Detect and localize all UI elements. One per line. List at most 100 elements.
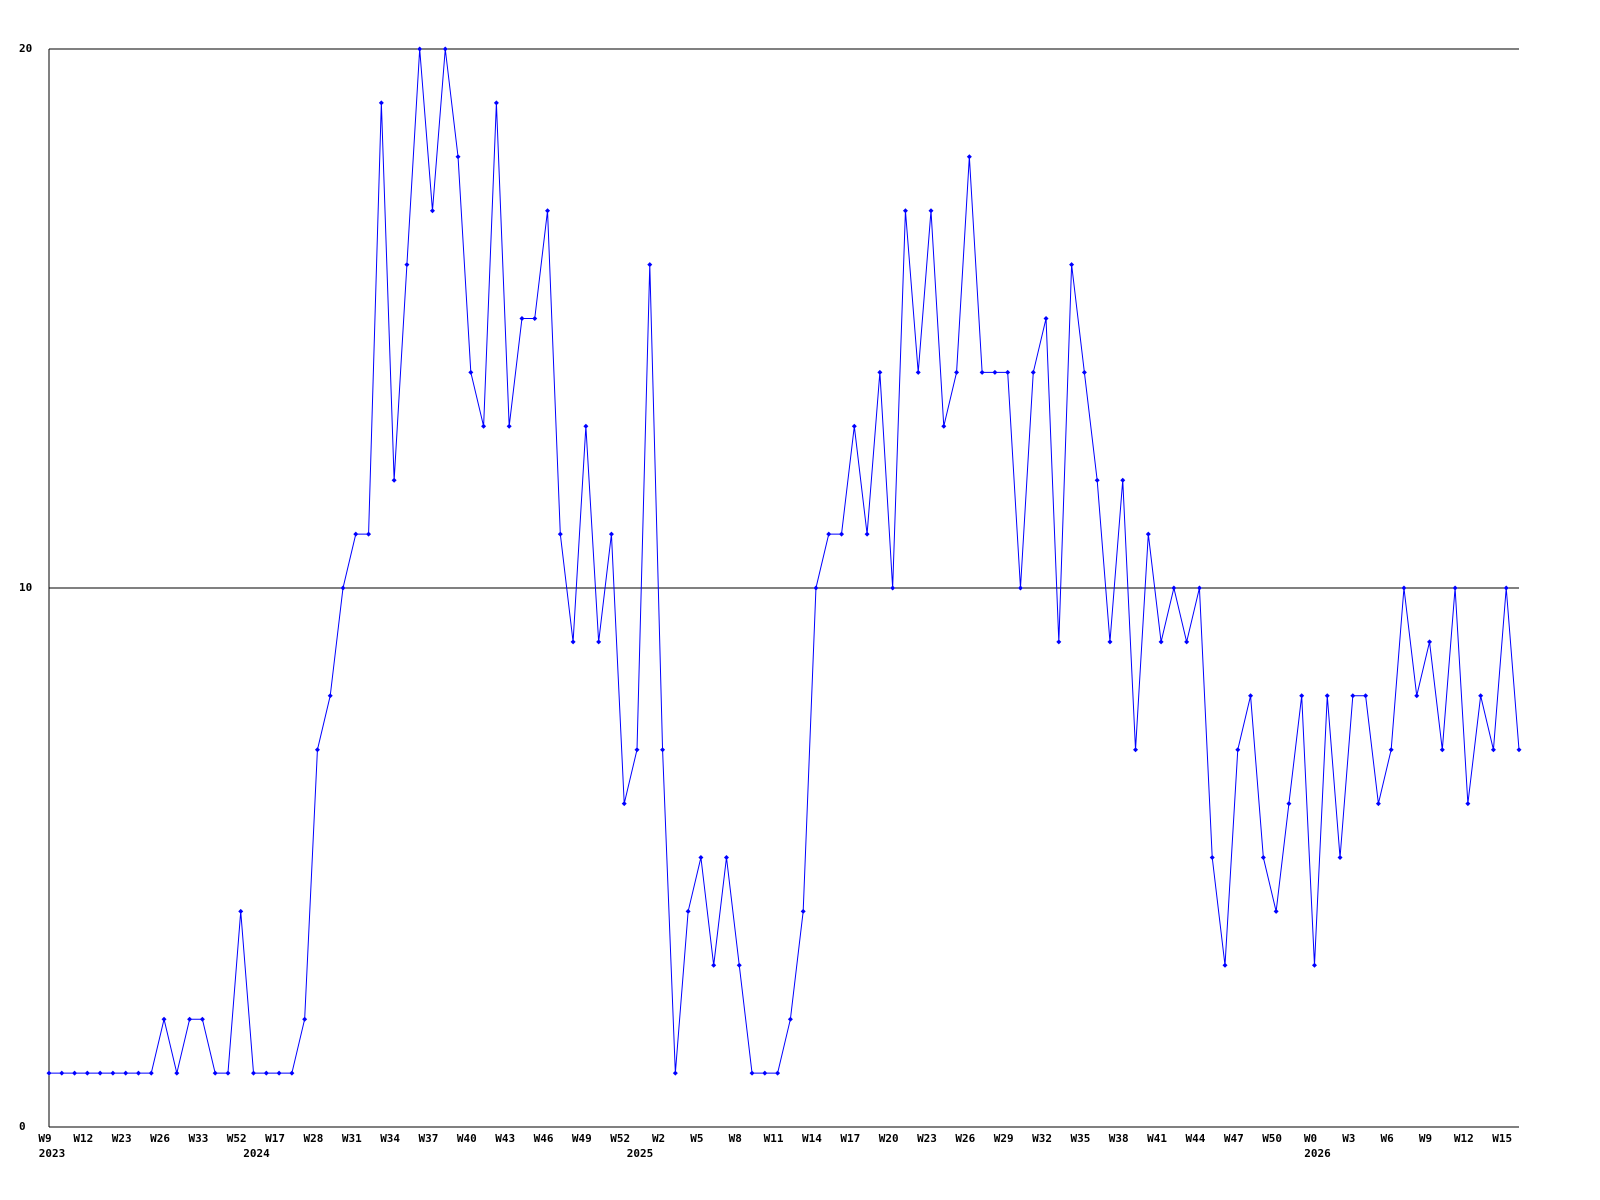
y-tick-label: 0 [19, 1120, 26, 1133]
data-point [1311, 962, 1317, 968]
data-point [1196, 585, 1202, 591]
x-tick-label: W8 [729, 1132, 742, 1145]
x-tick-label: W46 [534, 1132, 554, 1145]
data-point [276, 1070, 282, 1076]
x-tick-label: W33 [188, 1132, 208, 1145]
x-tick-label: W37 [419, 1132, 439, 1145]
data-point [749, 1070, 755, 1076]
data-line [49, 48, 1520, 1074]
data-point [1081, 369, 1087, 375]
x-tick-label: W0 [1304, 1132, 1317, 1145]
x-tick-label: W17 [265, 1132, 285, 1145]
data-point [1030, 369, 1036, 375]
data-point [1171, 585, 1177, 591]
data-point [212, 1070, 218, 1076]
data-point [404, 262, 410, 268]
x-tick-label: W15 [1492, 1132, 1512, 1145]
data-point [902, 208, 908, 214]
data-point [302, 1016, 308, 1022]
x-tick-label: W49 [572, 1132, 592, 1145]
x-tick-label: W34 [380, 1132, 400, 1145]
data-point [1145, 531, 1151, 537]
data-point [1363, 693, 1369, 699]
x-tick-label: W35 [1070, 1132, 1090, 1145]
x-tick-label: W29 [994, 1132, 1014, 1145]
x-tick-label: W9 [38, 1132, 51, 1145]
data-point [1286, 801, 1292, 807]
data-point [979, 369, 985, 375]
data-point [1478, 693, 1484, 699]
data-point [1427, 639, 1433, 645]
data-point [1260, 855, 1266, 860]
x-tick-label: W12 [1454, 1132, 1474, 1145]
data-point [378, 100, 384, 106]
data-point [506, 423, 512, 429]
data-point [596, 639, 602, 645]
data-point [877, 369, 883, 375]
data-point [723, 855, 729, 860]
x-tick-label: W44 [1185, 1132, 1205, 1145]
data-point [839, 531, 845, 537]
data-point [84, 1070, 90, 1076]
data-point [1375, 801, 1381, 807]
data-point [263, 1070, 269, 1076]
data-point [187, 1016, 193, 1022]
data-point [545, 208, 551, 214]
data-point [1094, 477, 1100, 483]
data-point [417, 46, 423, 52]
y-tick-label: 10 [19, 581, 32, 594]
x-tick-label: W23 [917, 1132, 937, 1145]
x-tick-label: W28 [303, 1132, 323, 1145]
data-point [1107, 639, 1113, 645]
data-point [647, 262, 653, 268]
x-tick-label: W43 [495, 1132, 515, 1145]
data-point [46, 1070, 52, 1076]
data-point [1388, 747, 1394, 753]
data-point [1337, 855, 1343, 860]
data-point [455, 154, 461, 160]
x-tick-label: W2 [652, 1132, 665, 1145]
x-tick-label: W31 [342, 1132, 362, 1145]
x-tick-label: W14 [802, 1132, 822, 1145]
data-point [851, 423, 857, 429]
data-point [59, 1070, 65, 1076]
data-point [928, 208, 934, 214]
x-tick-label: W47 [1224, 1132, 1244, 1145]
data-point [608, 531, 614, 537]
data-point [327, 693, 333, 699]
data-point [148, 1070, 154, 1076]
data-point [366, 531, 372, 537]
year-label: 2023 [39, 1147, 66, 1160]
data-point [174, 1070, 180, 1076]
x-tick-label: W23 [112, 1132, 132, 1145]
data-point [954, 369, 960, 375]
data-point [1056, 639, 1062, 645]
data-point [1069, 262, 1075, 268]
data-point [698, 855, 704, 860]
data-point [762, 1070, 768, 1076]
data-point [225, 1070, 231, 1076]
data-point [314, 747, 320, 753]
data-point [97, 1070, 103, 1076]
x-tick-label: W26 [150, 1132, 170, 1145]
data-point [1439, 747, 1445, 753]
data-point [519, 316, 525, 321]
data-point [1248, 693, 1254, 699]
x-tick-label: W6 [1381, 1132, 1395, 1145]
x-tick-label: W5 [690, 1132, 703, 1145]
data-point [1017, 585, 1023, 591]
year-label: 2024 [243, 1147, 270, 1160]
x-tick-label: W20 [879, 1132, 899, 1145]
data-point [775, 1070, 781, 1076]
data-point [621, 801, 627, 807]
data-point [135, 1070, 141, 1076]
data-point [1516, 747, 1522, 753]
data-point [1350, 693, 1356, 699]
data-point [1465, 801, 1471, 807]
data-point [826, 531, 832, 537]
x-tick-label: W17 [840, 1132, 860, 1145]
data-point [493, 100, 499, 106]
data-point [481, 423, 487, 429]
data-point [161, 1016, 167, 1022]
year-label: 2025 [627, 1147, 654, 1160]
